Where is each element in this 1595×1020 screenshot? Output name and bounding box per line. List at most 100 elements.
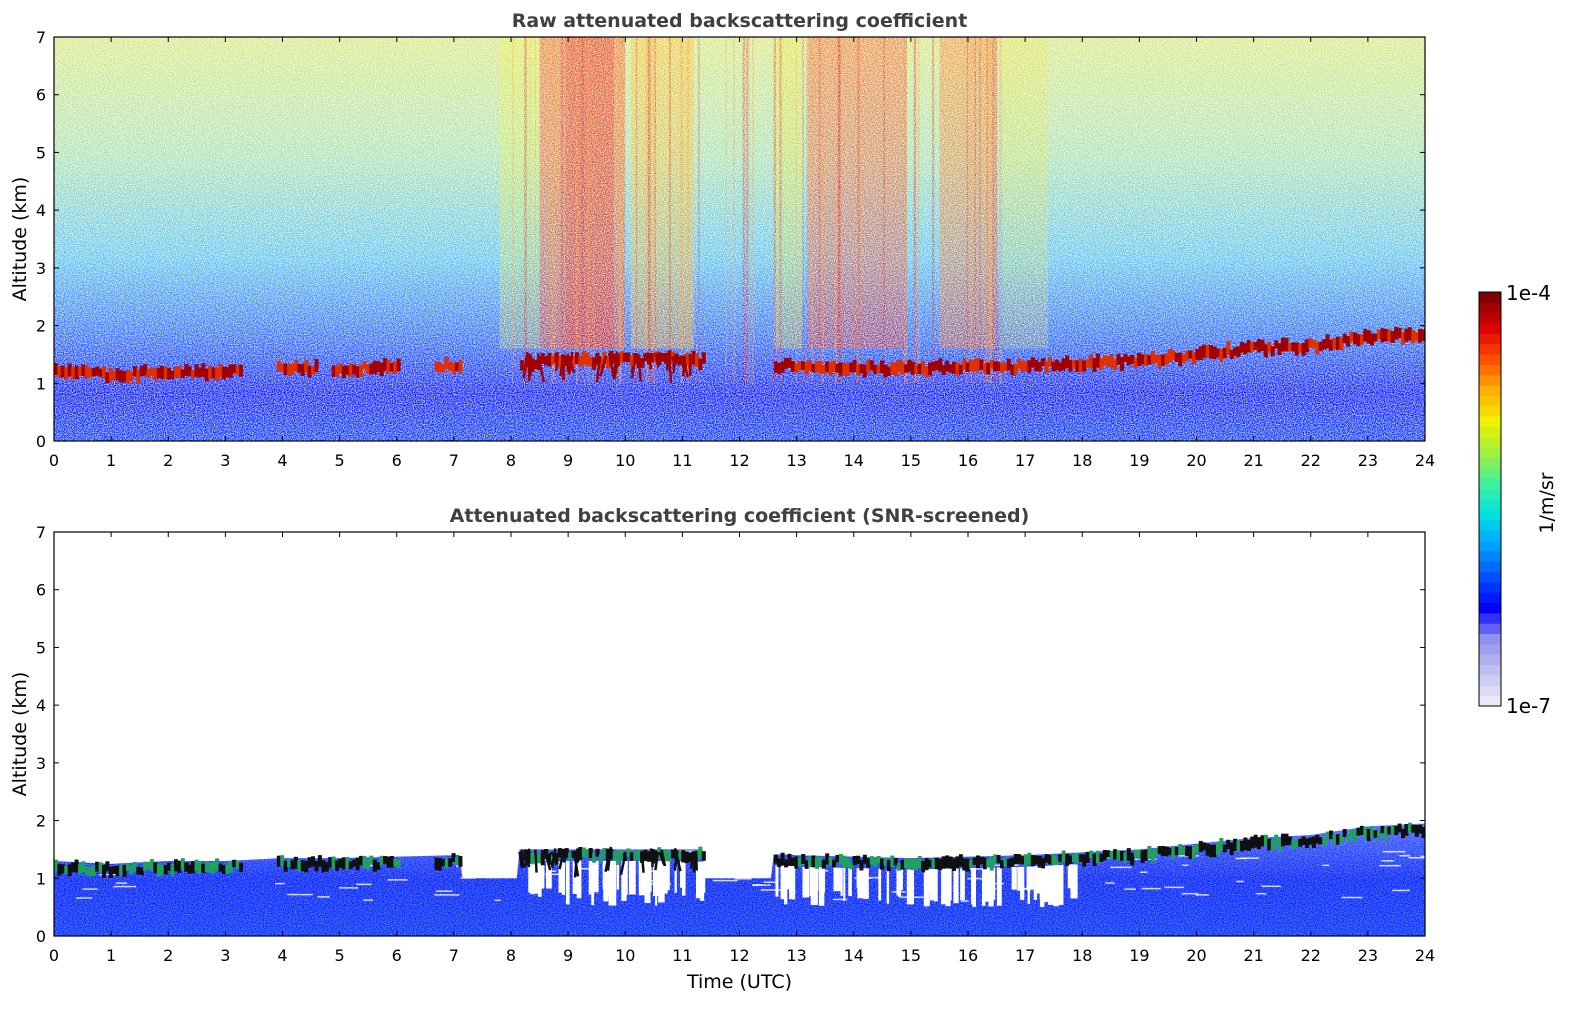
snr-cloud-streak xyxy=(640,851,645,873)
raw-cloud-cell xyxy=(691,350,696,365)
snr-cloud-cell xyxy=(904,858,909,869)
raw-cloud-cell xyxy=(530,358,535,372)
snr-cloud-cell xyxy=(88,867,93,876)
raw-x-tick-label: 4 xyxy=(277,451,287,470)
snr-cloud-cell xyxy=(1102,849,1107,861)
raw-cloud-cell xyxy=(1253,341,1258,351)
snr-panel-title: Attenuated backscattering coefficient (S… xyxy=(450,505,1030,527)
raw-cloud-cell xyxy=(314,358,319,373)
snr-cloud-cell xyxy=(1195,843,1200,852)
raw-cloud-cell xyxy=(1390,331,1395,344)
raw-cloud-cell xyxy=(143,364,148,376)
raw-cloud-cell xyxy=(1061,358,1066,371)
raw-cloud-streak xyxy=(637,353,642,382)
snr-x-tick-label: 14 xyxy=(844,946,864,965)
snr-cloud-cell xyxy=(125,862,130,871)
snr-cloud-cell xyxy=(880,858,885,870)
snr-cloud-streak xyxy=(689,851,695,869)
snr-screened-gap xyxy=(544,873,564,876)
raw-cloud-cell xyxy=(101,366,106,380)
snr-cloud-cell xyxy=(1092,853,1097,867)
snr-cloud-cell xyxy=(1047,855,1052,865)
snr-screened-gap xyxy=(534,862,542,894)
raw-cloud-cell xyxy=(1013,364,1018,375)
snr-screened-gap xyxy=(706,874,730,876)
raw-cloud-cell xyxy=(304,360,309,373)
snr-screened-gap xyxy=(1070,864,1078,899)
snr-cloud-cell xyxy=(869,856,874,865)
snr-cloud-cell xyxy=(352,859,357,867)
snr-cloud-cell xyxy=(616,852,621,865)
snr-cloud-cell xyxy=(341,857,346,870)
snr-cloud-cell xyxy=(317,855,322,867)
raw-cloud-cell xyxy=(458,359,463,373)
raw-cloud-cell xyxy=(982,362,987,374)
snr-cloud-cell xyxy=(54,859,58,871)
snr-cloud-cell xyxy=(1311,836,1316,849)
snr-cloud-cell xyxy=(989,857,994,871)
raw-cloud-cell xyxy=(921,360,926,374)
snr-screened-gap xyxy=(1182,864,1189,867)
raw-cloud-cell xyxy=(345,365,350,375)
snr-cloud-cell xyxy=(112,866,117,874)
snr-cloud-cell xyxy=(1212,844,1217,858)
snr-cloud-cell xyxy=(1027,852,1032,865)
snr-cloud-cell xyxy=(119,864,124,876)
raw-cloud-cell xyxy=(907,359,912,372)
snr-x-tick-label: 15 xyxy=(901,946,921,965)
raw-cloud-cell xyxy=(1205,345,1210,358)
raw-cloud-cell xyxy=(1243,343,1248,355)
snr-cloud-cell xyxy=(444,858,449,869)
snr-screened-gap xyxy=(561,861,566,895)
raw-cloud-cell xyxy=(818,360,823,374)
snr-cloud-cell xyxy=(170,863,175,877)
raw-cloud-cell xyxy=(280,363,285,373)
snr-screened-gap xyxy=(621,860,627,901)
raw-cloud-cell xyxy=(1078,358,1083,373)
snr-screened-gap xyxy=(968,868,990,870)
snr-screened-gap xyxy=(833,898,847,901)
raw-x-tick-label: 18 xyxy=(1072,451,1092,470)
raw-cloud-cell xyxy=(139,365,144,377)
snr-cloud-cell xyxy=(328,857,333,868)
snr-cloud-cell xyxy=(1329,830,1334,840)
raw-cloud-cell xyxy=(547,352,552,367)
snr-cloud-cell xyxy=(900,859,905,870)
snr-cloud-cell xyxy=(1394,825,1399,836)
snr-cloud-cell xyxy=(1041,857,1046,869)
raw-x-tick-label: 15 xyxy=(901,451,921,470)
snr-cloud-cell xyxy=(187,864,192,874)
raw-cloud-cell xyxy=(1236,346,1241,358)
snr-cloud-cell xyxy=(777,858,782,868)
snr-cloud-cell xyxy=(790,857,795,866)
snr-cloud-streak xyxy=(518,851,524,868)
raw-x-tick-label: 3 xyxy=(220,451,230,470)
raw-x-tick-label: 11 xyxy=(672,451,692,470)
snr-screened-gap xyxy=(588,860,592,895)
colorbar-step xyxy=(1479,333,1501,345)
raw-cloud-cell xyxy=(650,352,655,363)
colorbar-step xyxy=(1479,467,1501,479)
snr-cloud-cell xyxy=(372,859,377,872)
raw-cloud-cell xyxy=(784,357,789,369)
raw-cloud-cell xyxy=(112,371,117,381)
snr-cloud-cell xyxy=(1407,822,1412,834)
snr-screened-gap xyxy=(644,860,651,904)
snr-cloud-cell xyxy=(331,856,336,870)
snr-y-tick-label: 5 xyxy=(36,638,46,657)
snr-screened-gap xyxy=(577,860,581,894)
snr-screened-gap xyxy=(652,860,659,897)
raw-cloud-cell xyxy=(1267,341,1272,353)
snr-x-tick-label: 22 xyxy=(1301,946,1321,965)
raw-cloud-cell xyxy=(1233,347,1238,357)
raw-cloud-cell xyxy=(780,361,785,373)
snr-cloud-cell xyxy=(588,848,593,859)
snr-screened-gap xyxy=(548,870,557,873)
raw-cloud-cell xyxy=(694,353,699,367)
snr-screened-gap xyxy=(960,868,965,901)
snr-cloud-cell xyxy=(307,857,312,868)
raw-cloud-cell xyxy=(914,364,919,374)
snr-cloud-cell xyxy=(1383,827,1388,841)
raw-cloud-cell xyxy=(852,359,857,373)
snr-cloud-cell xyxy=(225,864,230,874)
